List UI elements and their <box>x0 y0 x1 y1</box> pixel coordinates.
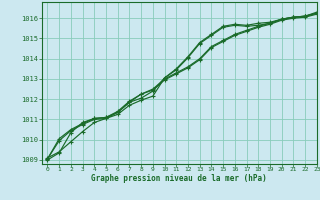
X-axis label: Graphe pression niveau de la mer (hPa): Graphe pression niveau de la mer (hPa) <box>91 174 267 183</box>
